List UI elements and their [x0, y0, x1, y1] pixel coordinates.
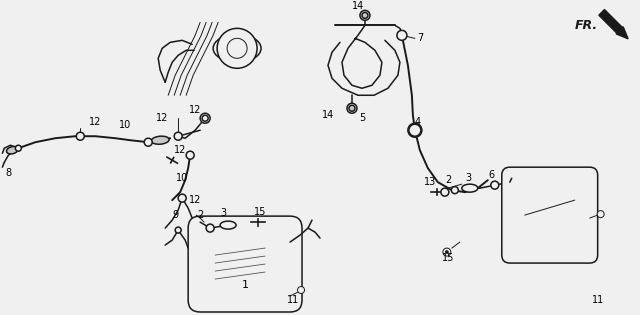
Text: 10: 10	[176, 173, 188, 183]
Ellipse shape	[220, 221, 236, 229]
Circle shape	[15, 145, 21, 151]
Text: 4: 4	[415, 117, 421, 127]
Circle shape	[397, 30, 407, 40]
Text: 7: 7	[417, 33, 423, 43]
Circle shape	[217, 28, 257, 68]
Circle shape	[202, 115, 208, 121]
Text: 5: 5	[359, 113, 365, 123]
Text: 6: 6	[489, 170, 495, 180]
Circle shape	[443, 248, 451, 256]
Circle shape	[349, 105, 355, 111]
Circle shape	[298, 287, 305, 294]
FancyBboxPatch shape	[502, 167, 598, 263]
Ellipse shape	[408, 123, 422, 137]
Text: 12: 12	[156, 113, 168, 123]
Circle shape	[362, 12, 368, 18]
Text: 2: 2	[445, 175, 452, 185]
Circle shape	[144, 138, 152, 146]
Text: FR.: FR.	[575, 19, 598, 32]
Circle shape	[76, 132, 84, 140]
Circle shape	[200, 113, 210, 123]
Circle shape	[445, 250, 449, 254]
Text: 8: 8	[5, 168, 12, 178]
Circle shape	[174, 132, 182, 140]
Text: 3: 3	[466, 173, 472, 183]
Text: 11: 11	[287, 295, 299, 305]
Ellipse shape	[462, 184, 478, 192]
Circle shape	[206, 224, 214, 232]
FancyBboxPatch shape	[188, 216, 302, 312]
Circle shape	[451, 187, 458, 194]
Circle shape	[347, 103, 357, 113]
Circle shape	[186, 151, 194, 159]
Circle shape	[360, 10, 370, 20]
Text: 12: 12	[174, 145, 186, 155]
Text: 3: 3	[220, 208, 226, 218]
Text: 12: 12	[89, 117, 102, 127]
Text: 15: 15	[442, 253, 454, 263]
Circle shape	[227, 38, 247, 58]
Circle shape	[175, 227, 181, 233]
Text: 14: 14	[322, 110, 334, 120]
Ellipse shape	[151, 136, 169, 144]
Text: 1: 1	[241, 280, 248, 290]
Text: 12: 12	[189, 195, 202, 205]
Circle shape	[441, 188, 449, 196]
Ellipse shape	[6, 146, 18, 154]
Circle shape	[491, 181, 499, 189]
Text: 12: 12	[189, 105, 202, 115]
Text: 9: 9	[172, 210, 178, 220]
Text: 13: 13	[424, 177, 436, 187]
Text: 10: 10	[119, 120, 131, 130]
Circle shape	[409, 124, 421, 136]
Circle shape	[178, 194, 186, 202]
Text: 2: 2	[197, 210, 204, 220]
Text: 15: 15	[254, 207, 266, 217]
FancyArrow shape	[599, 9, 623, 33]
Text: 11: 11	[591, 295, 604, 305]
Circle shape	[597, 211, 604, 218]
Text: 14: 14	[352, 1, 364, 11]
FancyArrow shape	[609, 19, 628, 39]
